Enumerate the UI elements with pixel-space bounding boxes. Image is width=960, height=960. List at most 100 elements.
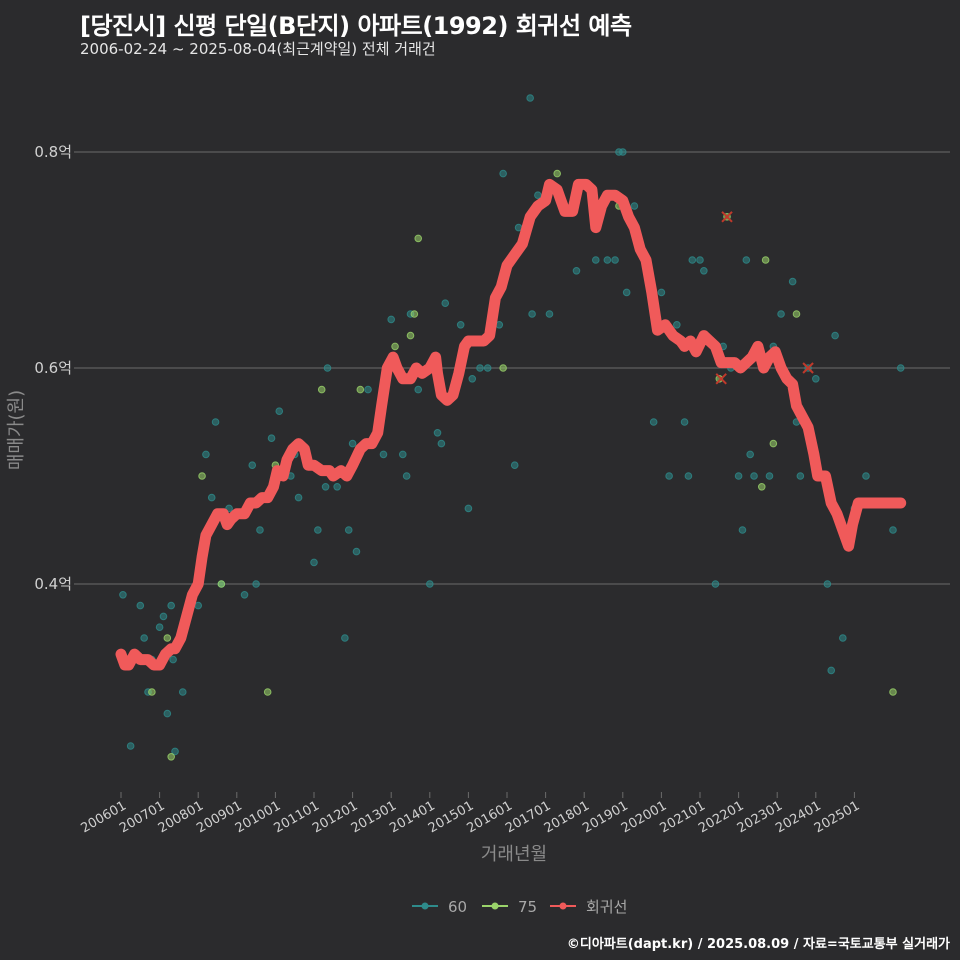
legend: 60 75 회귀선 <box>412 898 627 916</box>
data-point-60 <box>603 256 612 264</box>
data-point-60 <box>387 315 396 324</box>
outlier-marker <box>721 211 733 223</box>
data-point-60 <box>155 623 164 632</box>
data-point-60 <box>827 666 836 675</box>
outlier-marker <box>802 362 814 374</box>
data-point-75 <box>148 688 156 696</box>
data-point-60 <box>545 310 554 318</box>
data-point-60 <box>294 493 303 502</box>
data-point-60 <box>711 580 720 588</box>
data-point-60 <box>267 434 276 443</box>
data-point-60 <box>348 439 357 448</box>
data-point-60 <box>483 364 492 372</box>
data-point-75 <box>391 342 399 351</box>
data-point-60 <box>437 439 446 448</box>
data-point-60 <box>673 321 681 329</box>
data-point-60 <box>321 483 330 491</box>
data-point-60 <box>510 461 519 470</box>
chart-title: [당진시] 신평 단일(B단지) 아파트(1992) 회귀선 예측 <box>80 12 632 40</box>
data-point-60 <box>364 385 372 394</box>
x-axis: 2006012007012008012009012010012011012012… <box>79 792 862 836</box>
x-axis-label: 거래년월 <box>481 844 547 865</box>
data-point-60 <box>534 191 542 199</box>
data-point-60 <box>700 267 708 275</box>
data-point-60 <box>862 472 870 480</box>
data-point-60 <box>696 256 704 264</box>
chart-subtitle: 2006-02-24 ~ 2025-08-04(최근계약일) 전체 거래건 <box>80 40 436 58</box>
data-point-60 <box>750 472 758 480</box>
data-point-60 <box>323 364 332 372</box>
outlier-marker <box>715 373 727 385</box>
legend-swatch-dot <box>491 902 499 910</box>
data-point-60 <box>796 472 805 480</box>
data-point-60 <box>746 450 754 459</box>
data-point-60 <box>812 375 820 383</box>
data-point-60 <box>240 591 249 599</box>
data-point-60 <box>526 94 534 102</box>
data-point-60 <box>140 634 148 642</box>
data-point-60 <box>341 634 349 642</box>
data-point-60 <box>163 709 172 718</box>
data-point-60 <box>572 267 581 275</box>
data-point-60 <box>738 526 747 534</box>
data-point-60 <box>211 418 220 426</box>
data-point-60 <box>680 418 689 426</box>
data-point-60 <box>591 256 600 264</box>
outlier-markers <box>715 211 814 385</box>
data-point-60 <box>684 472 693 480</box>
regression-line <box>115 178 907 671</box>
data-point-60 <box>788 277 797 286</box>
data-point-60 <box>831 331 839 340</box>
data-point-75 <box>553 169 561 178</box>
data-point-60 <box>649 418 658 426</box>
data-point-60 <box>202 450 210 459</box>
data-point-75 <box>198 472 206 480</box>
data-point-60 <box>456 321 465 329</box>
data-point-60 <box>464 504 473 513</box>
y-tick-label: 0.8억 <box>34 143 72 161</box>
data-point-60 <box>126 742 135 750</box>
data-point-60 <box>688 256 697 264</box>
y-tick-label: 0.4억 <box>34 575 72 593</box>
data-point-75 <box>889 688 897 696</box>
data-point-60 <box>441 299 450 308</box>
data-point-60 <box>414 385 423 394</box>
data-point-60 <box>136 601 145 610</box>
data-point-75 <box>757 483 766 491</box>
data-point-60 <box>159 612 168 621</box>
data-point-60 <box>896 364 905 372</box>
data-point-60 <box>344 526 353 534</box>
data-point-60 <box>765 472 774 480</box>
data-point-60 <box>248 461 257 470</box>
data-point-75 <box>410 310 419 318</box>
data-point-60 <box>657 288 666 297</box>
data-point-60 <box>611 256 619 264</box>
data-point-60 <box>256 526 264 534</box>
source-credit: ©디아파트(dapt.kr) / 2025.08.09 / 자료=국토교통부 실… <box>566 937 950 952</box>
data-point-60 <box>169 655 177 664</box>
data-point-60 <box>352 547 361 556</box>
data-point-60 <box>742 256 751 264</box>
data-point-75 <box>792 310 801 318</box>
data-point-60 <box>528 310 536 318</box>
legend-swatch-dot <box>559 902 567 910</box>
data-point-75 <box>769 439 778 448</box>
y-tick-label: 0.6억 <box>34 359 72 377</box>
data-point-75 <box>263 688 272 696</box>
y-axis-label: 매매가(원) <box>6 390 27 470</box>
data-point-60 <box>630 202 639 210</box>
data-point-60 <box>468 375 477 383</box>
data-point-60 <box>734 472 743 480</box>
data-point-60 <box>426 580 434 588</box>
data-point-75 <box>499 364 507 372</box>
data-point-60 <box>665 472 673 480</box>
data-point-60 <box>310 558 318 567</box>
data-point-60 <box>476 364 484 372</box>
data-point-60 <box>433 429 442 437</box>
data-point-60 <box>823 580 832 588</box>
data-point-75 <box>317 385 326 394</box>
legend-label: 60 <box>448 898 467 916</box>
data-point-75 <box>167 753 175 761</box>
data-point-75 <box>406 331 415 340</box>
